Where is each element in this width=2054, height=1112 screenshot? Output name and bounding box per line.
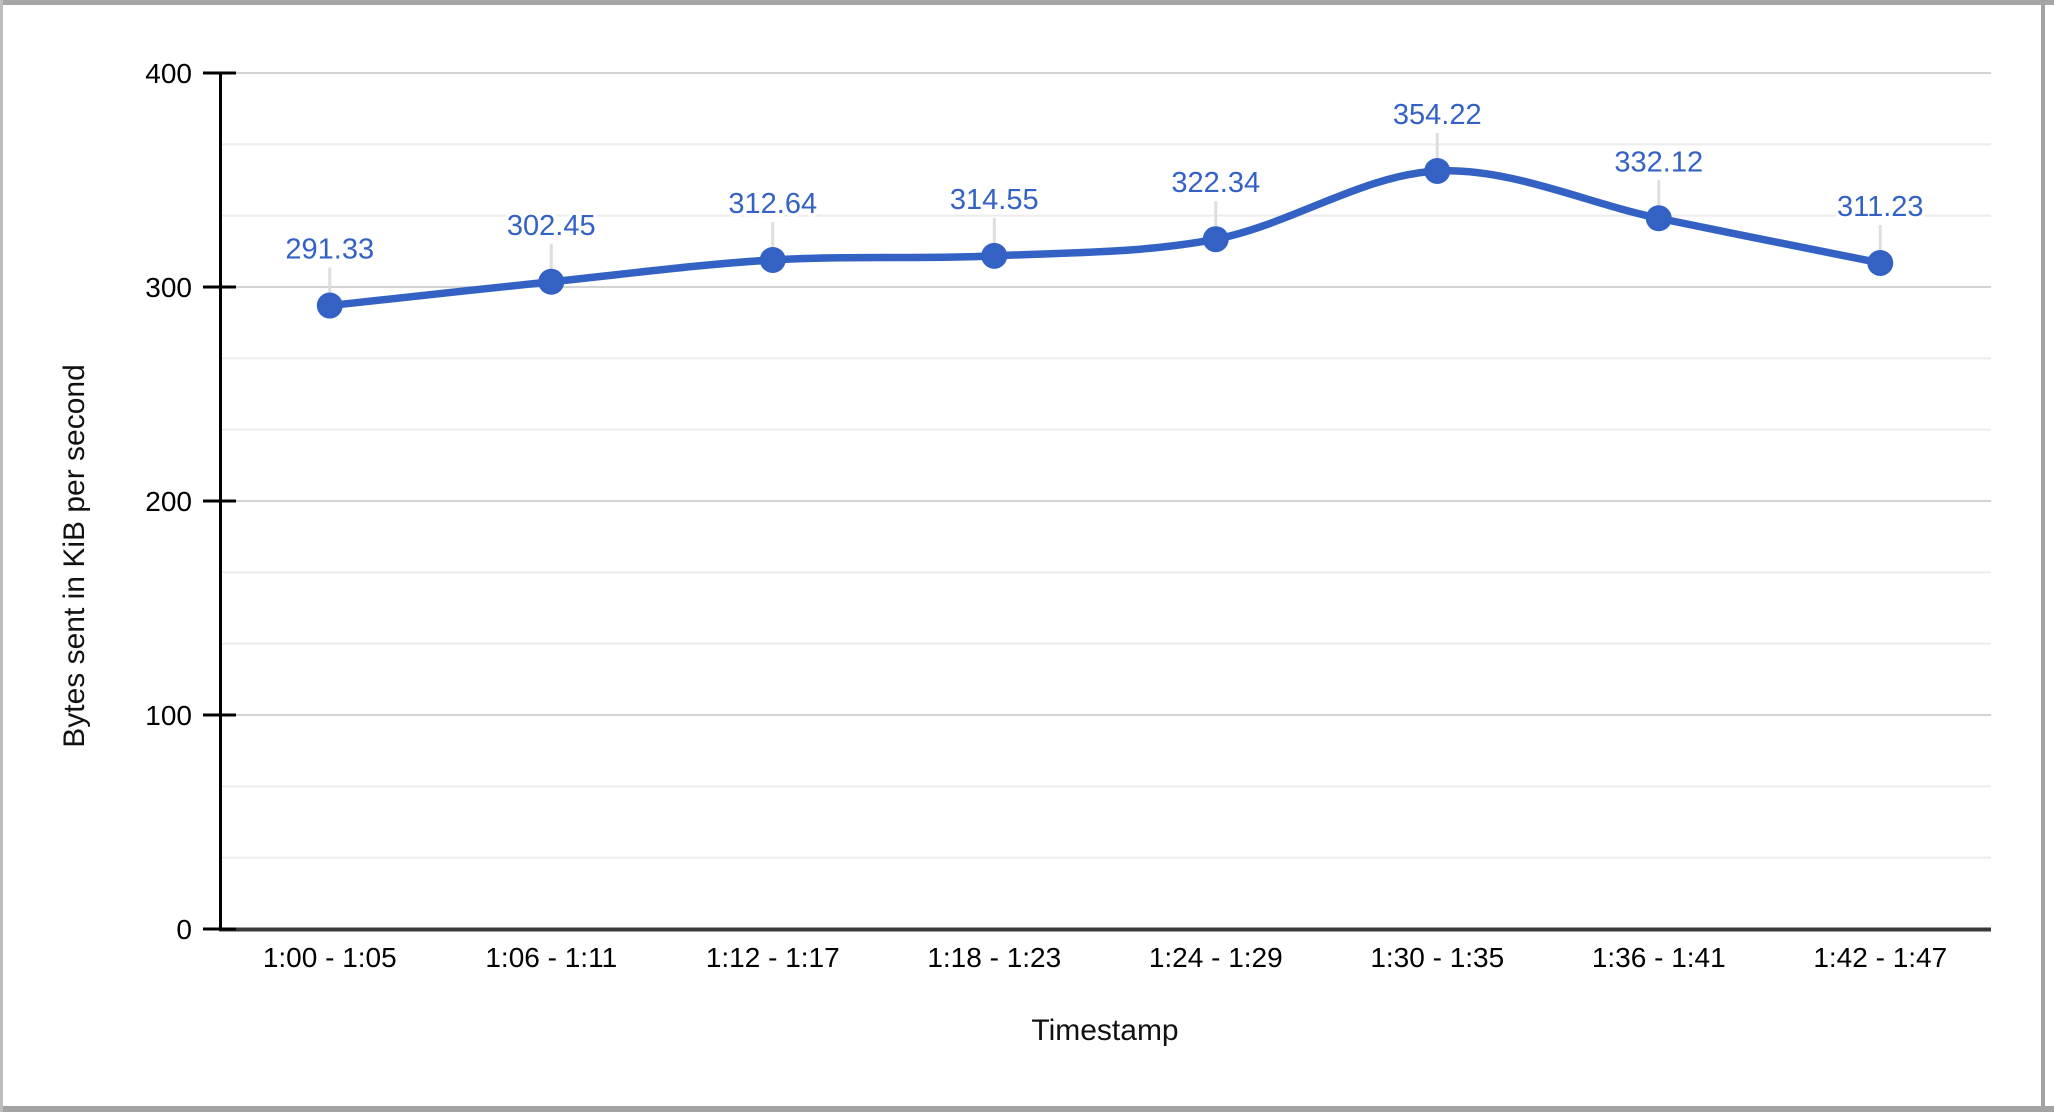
data-label: 314.55 xyxy=(950,184,1039,216)
frame-border-right xyxy=(2041,0,2045,1112)
x-axis-tick-label: 1:06 - 1:11 xyxy=(485,942,617,973)
frame-border-left xyxy=(0,0,3,1112)
data-label: 354.22 xyxy=(1393,99,1482,131)
data-label: 291.33 xyxy=(285,234,374,266)
x-axis-tick-label: 1:12 - 1:17 xyxy=(706,942,840,973)
frame-border-top xyxy=(0,0,2054,5)
x-axis-title: Timestamp xyxy=(1031,1014,1179,1047)
frame-border-bottom xyxy=(0,1106,2054,1112)
y-axis-tick-label: 400 xyxy=(145,58,192,89)
x-axis-tick-label: 1:18 - 1:23 xyxy=(927,942,1061,973)
data-point[interactable] xyxy=(981,242,1008,269)
y-axis-tick-label: 100 xyxy=(145,700,192,731)
data-label: 302.45 xyxy=(507,210,596,242)
data-point[interactable] xyxy=(538,268,565,295)
data-label: 332.12 xyxy=(1614,146,1703,178)
data-point[interactable] xyxy=(1867,249,1894,276)
data-label: 311.23 xyxy=(1837,191,1924,223)
y-axis-tick-label: 200 xyxy=(145,486,192,517)
data-point[interactable] xyxy=(759,246,786,273)
x-axis-tick-label: 1:24 - 1:29 xyxy=(1149,942,1283,973)
x-axis-tick-label: 1:36 - 1:41 xyxy=(1592,942,1726,973)
data-point[interactable] xyxy=(1202,226,1229,253)
y-axis-tick-label: 0 xyxy=(176,914,192,945)
data-label: 322.34 xyxy=(1171,167,1260,199)
data-point[interactable] xyxy=(1645,205,1672,232)
y-axis-title: Bytes sent in KiB per second xyxy=(58,364,91,748)
x-axis-tick-label: 1:30 - 1:35 xyxy=(1370,942,1504,973)
data-point[interactable] xyxy=(316,292,343,319)
data-point[interactable] xyxy=(1424,157,1451,184)
data-label: 312.64 xyxy=(728,188,817,220)
series-line xyxy=(326,167,1884,310)
y-axis-tick-label: 300 xyxy=(145,272,192,303)
x-axis-tick-label: 1:42 - 1:47 xyxy=(1813,942,1947,973)
x-axis-tick-label: 1:00 - 1:05 xyxy=(263,942,397,973)
